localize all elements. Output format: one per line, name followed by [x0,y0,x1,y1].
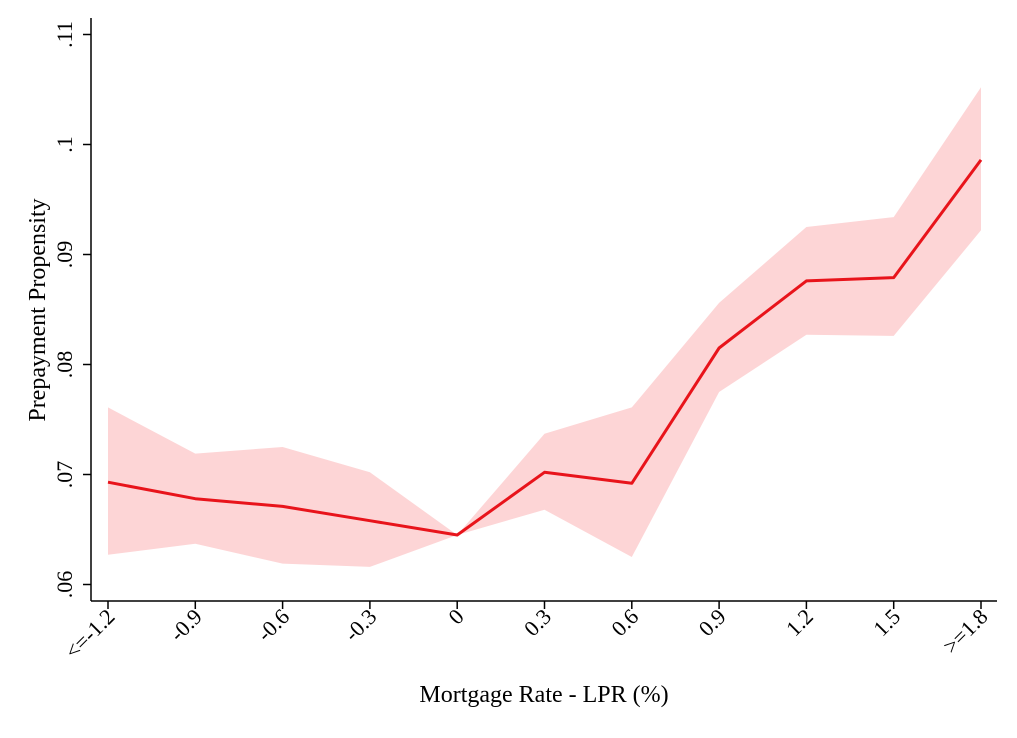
y-tick-label: .11 [52,21,77,48]
confidence-band [108,87,981,567]
x-tick-label: 0.9 [694,604,731,641]
x-tick-label: >=1.8 [938,604,993,659]
confidence-band-layer [108,87,981,567]
series-line-layer [107,159,983,537]
x-tick-label: 1.2 [781,604,818,641]
y-tick-label: .07 [52,461,77,489]
x-ticks: <=-1.2 -0.9 -0.6 -0.3 0 0.3 0.6 0.9 1.2 1.5 >=1.8 [60,601,993,664]
x-tick-label: 0.3 [519,604,556,641]
y-tick-label: .06 [52,571,77,599]
x-tick-label: -0.9 [165,604,207,646]
y-axis-title: Prepayment Propensity [25,198,51,421]
x-tick-label: 1.5 [868,604,905,641]
series-line [107,159,983,537]
x-tick-label: -0.6 [252,604,294,646]
y-ticks: .06 .07 .08 .09 .1 .11 [52,21,91,598]
y-tick-label: .1 [52,136,77,153]
y-tick-label: .09 [52,241,77,269]
x-axis-title: Mortgage Rate - LPR (%) [419,682,668,708]
x-tick-label: 0 [443,604,468,629]
x-tick-label: 0.6 [606,604,643,641]
y-tick-label: .08 [52,351,77,379]
x-tick-label: -0.3 [339,604,381,646]
x-tick-label: <=-1.2 [60,604,120,664]
